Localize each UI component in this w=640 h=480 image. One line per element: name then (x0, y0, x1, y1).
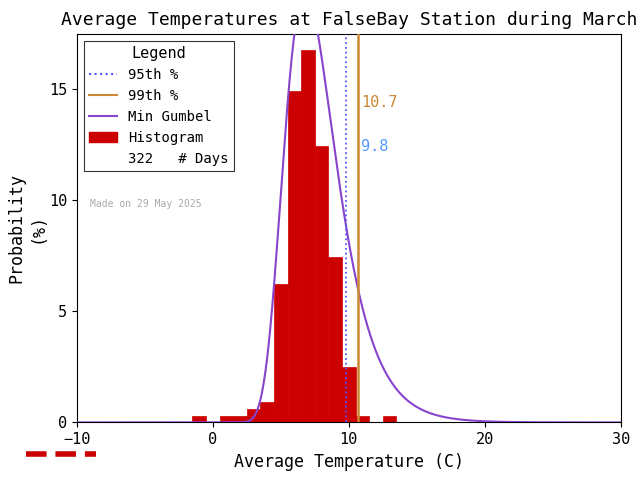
Bar (260, 402, 274, 422)
X-axis label: Average Temperature (C): Average Temperature (C) (234, 453, 464, 471)
Title: Average Temperatures at FalseBay Station during March: Average Temperatures at FalseBay Station… (61, 11, 637, 29)
Bar (342, 367, 356, 422)
Legend: 95th %, 99th %, Min Gumbel, Histogram, 322   # Days: 95th %, 99th %, Min Gumbel, Histogram, 3… (84, 40, 234, 171)
Y-axis label: Probability
(%): Probability (%) (7, 173, 46, 283)
Text: 9.8: 9.8 (361, 139, 388, 155)
Bar (287, 91, 301, 422)
Bar (247, 408, 260, 422)
Bar (193, 416, 206, 422)
Bar (328, 257, 342, 422)
Bar (220, 416, 233, 422)
Bar (356, 416, 369, 422)
Bar (301, 50, 315, 422)
Bar (274, 285, 287, 422)
Bar (233, 416, 247, 422)
Bar (383, 416, 396, 422)
Text: 10.7: 10.7 (361, 95, 397, 110)
Text: Made on 29 May 2025: Made on 29 May 2025 (90, 199, 202, 209)
Bar (315, 146, 328, 422)
